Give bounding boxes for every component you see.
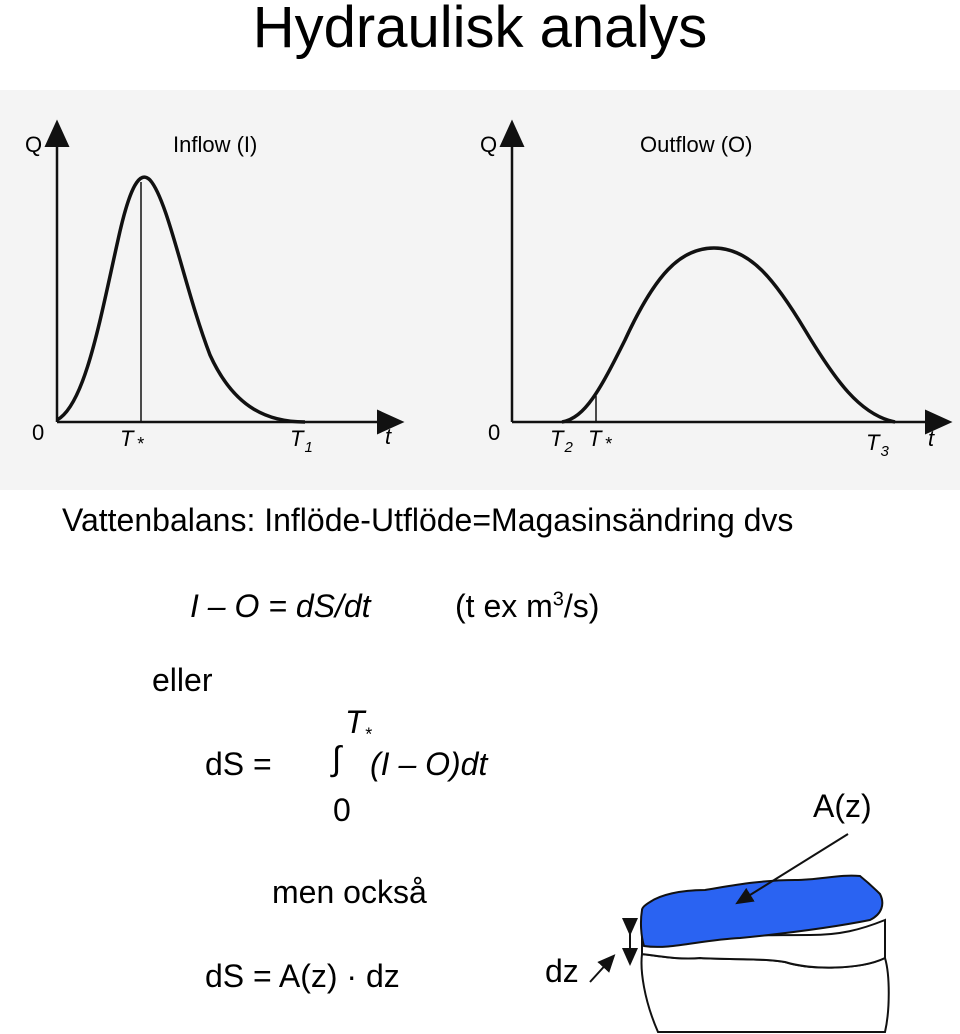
outflow-t3-label: T3 (866, 430, 889, 460)
inflow-t1-label: T1 (290, 426, 313, 456)
hydrograph-panel: Q Inflow (I) 0 t T * T1 Q Outflow (O) 0 t… (0, 90, 960, 490)
area-pointer-arrow (735, 833, 849, 905)
dz-pointer-arrow (589, 954, 616, 983)
equation-integral-lhs: dS = (205, 746, 272, 782)
inflow-origin-label: 0 (32, 420, 44, 445)
inflow-graph: Q Inflow (I) 0 t T * T1 (25, 119, 405, 456)
men-ocksa-label: men också (272, 874, 427, 910)
water-balance-statement: Vattenbalans: Inflöde-Utflöde=Magasinsän… (62, 502, 794, 538)
area-label: A(z) (813, 788, 872, 824)
inflow-title: Inflow (I) (173, 132, 257, 157)
inflow-y-label: Q (25, 132, 42, 157)
equation-units: (t ex m3/s) (455, 588, 600, 624)
integral-integrand: (I – O)dt (370, 746, 488, 782)
equation-storage-area: dS = A(z) · dz (205, 958, 400, 994)
outflow-t2-label: T2 (550, 426, 573, 456)
inflow-curve (56, 175, 306, 424)
outflow-title: Outflow (O) (640, 132, 752, 157)
dz-label: dz (545, 953, 579, 989)
equation-continuity: I – O = dS/dt (190, 588, 371, 624)
hydrograph-figure: Q Inflow (I) 0 t T * T1 Q Outflow (O) 0 t… (25, 119, 953, 460)
outflow-origin-label: 0 (488, 420, 500, 445)
water-surface (639, 874, 884, 948)
outflow-x-label: t (928, 426, 935, 451)
inflow-x-label: t (385, 424, 392, 449)
outflow-tstar-label: T * (588, 426, 612, 454)
integral-lower-limit: 0 (333, 792, 351, 828)
inflow-tstar-label: T * (120, 426, 144, 454)
eller-label: eller (152, 662, 213, 698)
outflow-graph: Q Outflow (O) 0 t T2 T * T3 (480, 119, 953, 460)
page-title: Hydraulisk analys (252, 0, 708, 60)
integral-upper-limit: T* (345, 704, 372, 745)
reservoir-sketch (589, 833, 890, 1033)
outflow-y-label: Q (480, 132, 497, 157)
integral-sign: ∫ (332, 740, 342, 778)
outflow-curve (561, 246, 896, 424)
